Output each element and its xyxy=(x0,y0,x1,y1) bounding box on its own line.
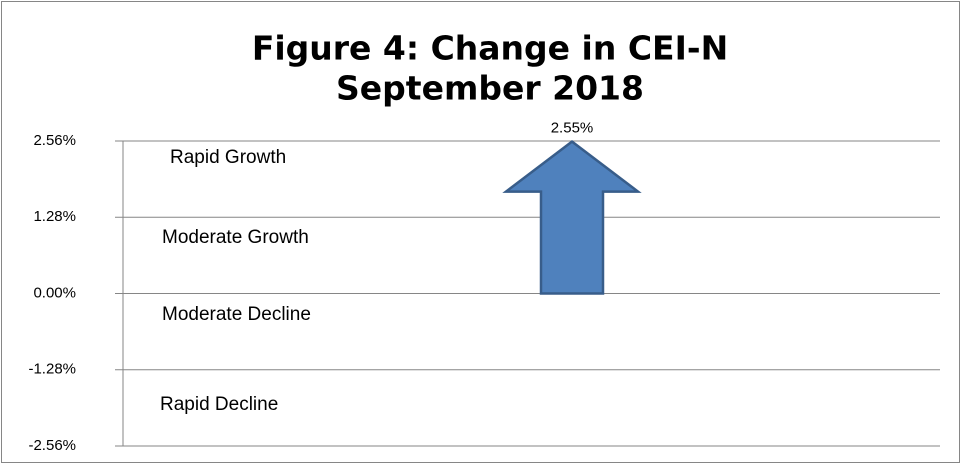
y-tick-label: -2.56% xyxy=(28,437,76,454)
value-label: 2.55% xyxy=(551,120,594,137)
y-tick-label: -1.28% xyxy=(28,361,76,378)
y-tick-label: 1.28% xyxy=(33,208,76,225)
y-tick-label: 2.56% xyxy=(33,132,76,149)
zone-label: Rapid Decline xyxy=(160,394,278,415)
y-tick-label: 0.00% xyxy=(33,284,76,301)
zone-label: Moderate Decline xyxy=(162,304,311,325)
chart-subtitle: September 2018 xyxy=(336,69,644,108)
zone-label: Rapid Growth xyxy=(170,147,286,168)
zone-label: Moderate Growth xyxy=(162,227,309,248)
chart-title: Figure 4: Change in CEI-N xyxy=(252,29,728,68)
arrow xyxy=(502,140,642,295)
